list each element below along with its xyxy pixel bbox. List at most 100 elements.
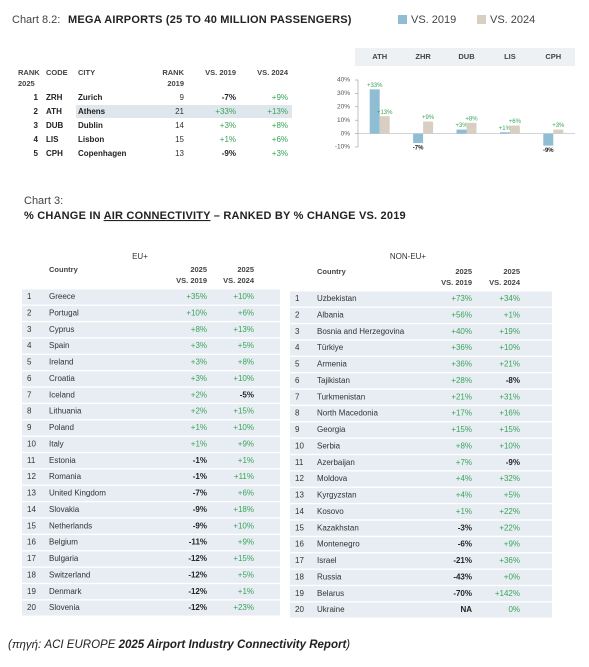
table-cell: 18	[27, 570, 36, 579]
row-background	[22, 469, 280, 485]
table-cell: 1	[295, 294, 300, 303]
highlight-row	[76, 105, 292, 118]
table-cell: 9	[295, 425, 300, 434]
table-cell: +1%	[191, 423, 207, 432]
table-cell: +17%	[451, 409, 472, 418]
x-tick-label: ZHR	[415, 52, 431, 61]
table-cell: ATH	[46, 107, 62, 116]
table-cell: +10%	[499, 343, 520, 352]
table-cell: +22%	[499, 523, 520, 532]
table-cell: 12	[295, 474, 304, 483]
value-label: +3%	[455, 123, 468, 129]
table-cell: +1%	[456, 507, 472, 516]
table-cell: Spain	[49, 341, 69, 350]
chart-label: Chart 3:	[24, 195, 63, 207]
table-cell: DUB	[46, 121, 64, 130]
table-cell: Russia	[317, 572, 342, 581]
row-background	[22, 322, 280, 338]
row-background	[290, 291, 552, 307]
table-cell: +10%	[233, 423, 254, 432]
table-cell: 8	[27, 407, 32, 416]
table-cell: Bosnia and Herzegovina	[317, 327, 405, 336]
row-background	[290, 307, 552, 323]
legend-label: VS. 2024	[490, 14, 535, 26]
table-cell: -9%	[222, 149, 236, 158]
table-cell: Albania	[317, 310, 344, 319]
table-cell: -3%	[458, 523, 472, 532]
row-background	[22, 535, 280, 551]
table-cell: Uzbekistan	[317, 294, 357, 303]
table-cell: +7%	[456, 458, 472, 467]
legend-swatch	[398, 15, 407, 24]
table-cell: 6	[27, 374, 32, 383]
table-cell: +5%	[238, 570, 254, 579]
title-part: – RANKED BY % CHANGE VS. 2019	[211, 210, 406, 222]
table-cell: Netherlands	[49, 521, 92, 530]
row-background	[22, 420, 280, 436]
table-cell: Slovakia	[49, 505, 80, 514]
table-cell: -5%	[240, 390, 254, 399]
table-cell: Athens	[78, 107, 106, 116]
table-cell: Belarus	[317, 589, 344, 598]
table-cell: +22%	[499, 507, 520, 516]
column-header: VS. 2019	[441, 278, 472, 287]
table-cell: +18%	[233, 505, 254, 514]
table-cell: North Macedonia	[317, 409, 378, 418]
value-label: +3%	[552, 123, 565, 129]
table-cell: +9%	[504, 540, 520, 549]
table-cell: +21%	[451, 392, 472, 401]
table-cell: +6%	[238, 308, 254, 317]
table-cell: Serbia	[317, 441, 341, 450]
chart-label: Chart 8.2:	[12, 14, 60, 26]
row-background	[22, 502, 280, 518]
x-tick-label: ATH	[372, 52, 387, 61]
column-header: 2025	[455, 267, 472, 276]
bar	[413, 133, 424, 143]
table-cell: -1%	[193, 472, 207, 481]
row-background	[290, 340, 552, 356]
column-header: 2025	[18, 79, 35, 88]
table-cell: +142%	[495, 589, 520, 598]
table-cell: +56%	[451, 310, 472, 319]
table-cell: +8%	[456, 441, 472, 450]
table-cell: Italy	[49, 439, 64, 448]
table-cell: +15%	[451, 425, 472, 434]
row-background	[290, 389, 552, 405]
chart-title: % CHANGE IN AIR CONNECTIVITY – RANKED BY…	[24, 210, 406, 222]
column-header: Country	[317, 267, 347, 276]
table-cell: 19	[27, 587, 36, 596]
row-background	[22, 485, 280, 501]
source-part: )	[344, 639, 350, 651]
column-header: 2025	[237, 265, 254, 274]
table-cell: 10	[27, 439, 36, 448]
table-cell: -70%	[453, 589, 472, 598]
legend-label: VS. 2019	[411, 14, 456, 26]
table-cell: Denmark	[49, 587, 82, 596]
table-cell: 2	[34, 107, 39, 116]
bar	[553, 129, 564, 134]
table-cell: Tajikistan	[317, 376, 350, 385]
table-cell: 20	[295, 605, 304, 614]
table-cell: 14	[295, 507, 304, 516]
table-cell: +10%	[233, 292, 254, 301]
row-background	[290, 356, 552, 372]
table-cell: -12%	[188, 554, 207, 563]
chart-header-band	[355, 48, 575, 66]
table-cell: +36%	[451, 343, 472, 352]
column-header: VS. 2019	[176, 276, 207, 285]
table-cell: +10%	[233, 374, 254, 383]
source-part: (πηγή: ACI EUROPE	[8, 639, 119, 651]
table-cell: 7	[27, 390, 32, 399]
table-cell: Armenia	[317, 360, 347, 369]
row-background	[290, 520, 552, 536]
table-cell: +10%	[233, 521, 254, 530]
row-background	[22, 518, 280, 534]
table-heading: NON-EU+	[390, 252, 427, 261]
table-cell: +1%	[238, 587, 254, 596]
row-background	[22, 387, 280, 403]
row-background	[290, 504, 552, 520]
table-cell: Zurich	[78, 93, 103, 102]
value-label: +13%	[377, 110, 393, 116]
y-tick-label: 10%	[337, 117, 350, 124]
